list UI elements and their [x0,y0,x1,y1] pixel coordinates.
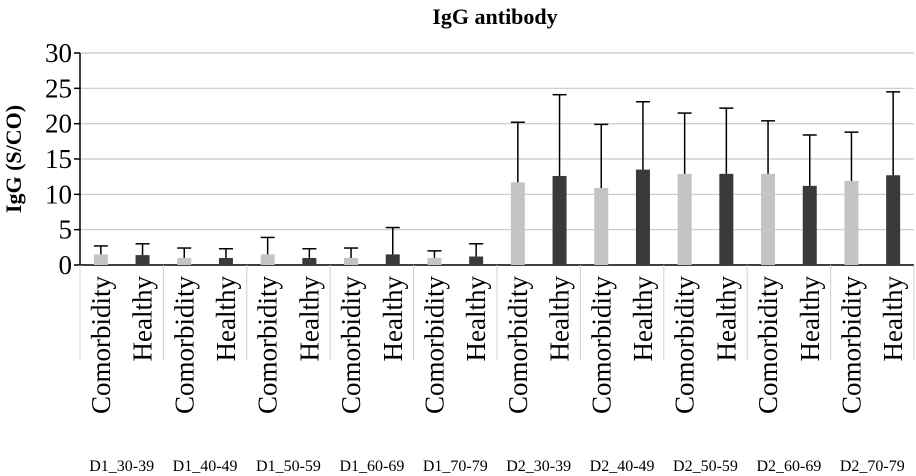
gridlines [80,52,914,231]
x-category-label: Healthy [545,276,575,362]
y-tick-label: 10 [45,179,72,209]
x-category-label: Healthy [378,276,408,362]
bar [594,187,609,265]
x-category-label: Comorbidity [586,276,616,415]
chart-title: IgG antibody [432,4,557,29]
x-category-label: Healthy [294,276,324,362]
x-category-label: Healthy [711,276,741,362]
bar [93,254,108,265]
y-tick-label: 25 [45,73,72,103]
y-axis-label: IgG (S/CO) [1,105,26,213]
x-group-label: D1_50-59 [256,458,321,475]
x-group-label: D2_60-69 [756,458,821,475]
y-tick-label: 0 [59,250,73,280]
x-category-label: Healthy [878,276,908,362]
bars [93,169,901,265]
x-category-label: Healthy [128,276,158,362]
x-category-label: Comorbidity [86,276,116,415]
x-category-label: Comorbidity [503,276,533,415]
x-category-label: Healthy [461,276,491,362]
y-tick-label: 30 [45,38,72,68]
x-group-label: D2_40-49 [590,458,655,475]
x-group-label: D2_30-39 [506,458,571,475]
x-category-label: Healthy [628,276,658,362]
x-group-labels: D1_30-39 D1_40-49 D1_50-59 D1_60-69 D1_70-79… [89,458,904,475]
x-category-label: Comorbidity [836,276,866,415]
bar [385,254,400,265]
y-tick-label: 20 [45,109,72,139]
bar [218,257,233,265]
x-group-label: D1_70-79 [423,458,488,475]
x-group-label: D1_60-69 [339,458,404,475]
bar [635,169,650,265]
x-category-label: Healthy [211,276,241,362]
bar [427,257,442,265]
x-category-label: Comorbidity [336,276,366,415]
x-group-label: D1_40-49 [173,458,238,475]
x-group-label: D2_70-79 [840,458,905,475]
x-category-label: Comorbidity [670,276,700,415]
bar [677,173,692,265]
error-bars [93,91,901,258]
y-tick-label: 5 [59,215,73,245]
x-group-label: D2_50-59 [673,458,738,475]
x-category-label: Comorbidity [419,276,449,415]
y-tick-label: 15 [45,144,72,174]
x-category-label: Comorbidity [753,276,783,415]
x-category-label: Healthy [795,276,825,362]
bar [302,257,317,265]
y-tick-labels: 0 5 10 15 20 25 30 [45,38,72,280]
bar [802,185,817,265]
x-category-labels: Comorbidity Healthy Comorbidity Healthy Como… [79,265,915,415]
bar [886,175,901,265]
x-category-label: Comorbidity [253,276,283,415]
bar [719,173,734,265]
bar [135,255,150,265]
bar [510,182,525,265]
bar [260,254,275,265]
bar [844,180,859,265]
x-category-label: Comorbidity [169,276,199,415]
bar [761,173,776,265]
bar [177,257,192,265]
x-group-label: D1_30-39 [89,458,154,475]
bar [344,257,359,265]
bar [469,256,484,265]
bar [552,175,567,265]
